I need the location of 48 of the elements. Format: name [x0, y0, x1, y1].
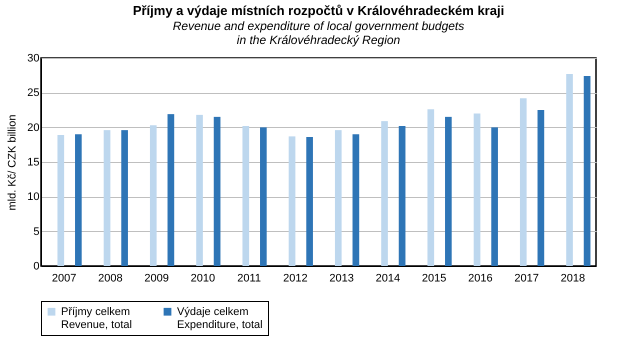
bar	[474, 113, 480, 266]
bar	[491, 127, 498, 266]
bar	[260, 127, 267, 266]
bar	[427, 109, 434, 266]
y-tick-label: 0	[33, 260, 40, 272]
bar	[398, 126, 406, 266]
bar	[334, 130, 342, 266]
x-tick-label: 2011	[237, 272, 261, 284]
bar	[121, 130, 128, 266]
bar	[214, 116, 220, 266]
x-tick-label: 2013	[329, 272, 354, 284]
x-tick-label: 2017	[514, 272, 539, 284]
bar	[242, 126, 250, 266]
x-tick-label: 2010	[190, 272, 216, 284]
bar	[288, 136, 296, 266]
bar	[520, 98, 527, 266]
legend-label: Příjmy celkem Revenue, total	[61, 306, 132, 331]
x-tick-label: 2014	[376, 272, 400, 284]
y-tick-label: 15	[27, 156, 40, 168]
chart-title: Příjmy a výdaje místních rozpočtů v Královéhradeckém kraji	[132, 3, 504, 18]
x-tick-label: 2015	[422, 272, 446, 284]
bar	[584, 76, 590, 266]
x-tick-label: 2007	[52, 272, 76, 284]
y-tick-label: 30	[27, 52, 40, 64]
bar	[104, 130, 110, 266]
bar	[352, 134, 360, 266]
bar	[150, 125, 157, 266]
x-tick-label: 2018	[560, 272, 586, 284]
bar	[566, 74, 573, 266]
bar	[445, 116, 452, 266]
x-tick-label: 2008	[98, 272, 123, 284]
bar	[538, 110, 544, 266]
bar	[75, 134, 82, 266]
bar	[57, 134, 64, 266]
bar	[306, 137, 313, 266]
x-tick-label: 2012	[283, 272, 308, 284]
y-tick-label: 20	[27, 122, 40, 134]
chart-subtitle: Revenue and expenditure of local government budgets in the Královéhradecký Region	[172, 19, 464, 47]
bar	[381, 121, 388, 266]
y-tick-label: 25	[27, 87, 40, 100]
bar	[196, 114, 203, 266]
legend-label: Výdaje celkem Expenditure, total	[177, 306, 263, 331]
x-tick-label: 2016	[468, 272, 493, 284]
y-tick-label: 5	[33, 226, 40, 238]
bar	[168, 114, 174, 266]
y-axis-title: mld. Kč/ CZK billion	[6, 114, 18, 210]
x-tick-label: 2009	[144, 272, 169, 284]
y-tick-label: 10	[27, 191, 40, 204]
